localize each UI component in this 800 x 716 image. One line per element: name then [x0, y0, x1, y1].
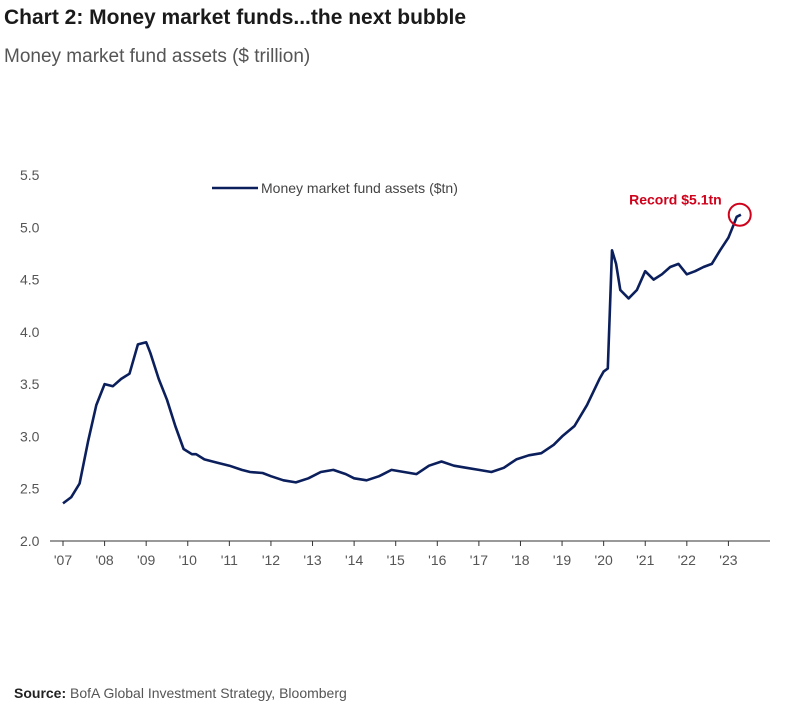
record-annotation: Record $5.1tn: [629, 192, 722, 208]
y-tick-label: 4.5: [20, 272, 40, 288]
x-tick-label: '13: [303, 552, 321, 568]
x-tick-label: '17: [470, 552, 488, 568]
source-label: Source:: [14, 685, 67, 701]
source-note: Source: BofA Global Investment Strategy,…: [14, 685, 347, 701]
line-chart: 2.0 2.5 3.0 3.5 4.0 4.5 5.0 5.5 '07 '08 '09 '10 '11 '…: [20, 167, 770, 568]
y-tick-label: 2.5: [20, 481, 40, 497]
y-tick-label: 3.0: [20, 428, 40, 444]
x-tick-label: '21: [636, 552, 654, 568]
x-tick-label: '07: [54, 552, 72, 568]
x-tick-label: '23: [719, 552, 737, 568]
x-tick-label: '19: [553, 552, 571, 568]
x-tick-label: '14: [345, 552, 363, 568]
x-tick-label: '10: [179, 552, 197, 568]
x-tick-label: '18: [511, 552, 529, 568]
series-line: [62, 213, 742, 505]
y-tick-label: 5.0: [20, 219, 40, 235]
y-tick-label: 4.0: [20, 324, 40, 340]
x-tick-label: '11: [221, 552, 238, 568]
x-tick-label: '22: [678, 552, 696, 568]
y-tick-label: 5.5: [20, 167, 40, 183]
x-tick-label: '12: [262, 552, 280, 568]
x-tick-label: '08: [95, 552, 113, 568]
x-tick-label: '20: [595, 552, 613, 568]
chart-subtitle: Money market fund assets ($ trillion): [4, 46, 311, 67]
y-tick-label: 2.0: [20, 533, 40, 549]
record-marker-circle: [727, 202, 752, 227]
x-tick-label: '16: [428, 552, 446, 568]
x-tick-label: '15: [387, 552, 405, 568]
source-text: BofA Global Investment Strategy, Bloombe…: [70, 685, 347, 701]
chart-title: Chart 2: Money market funds...the next b…: [4, 6, 467, 29]
x-tick-label: '09: [137, 552, 155, 568]
legend-label: Money market fund assets ($tn): [261, 180, 458, 196]
y-tick-label: 3.5: [20, 376, 40, 392]
